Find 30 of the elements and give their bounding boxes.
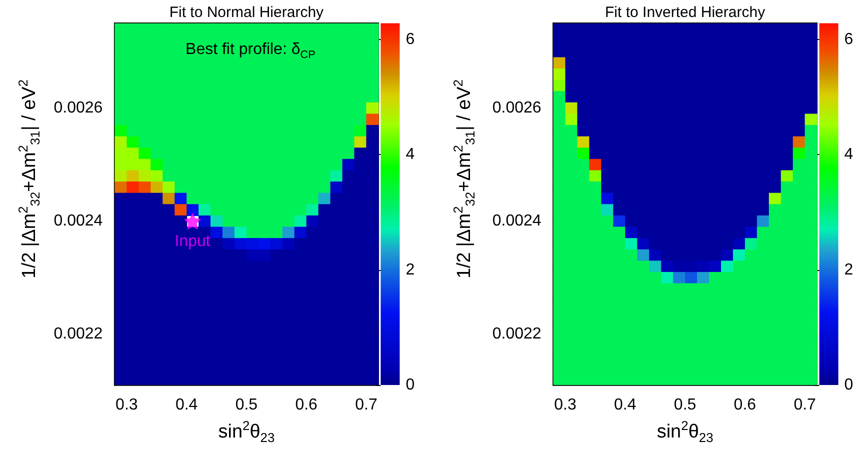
color-bar-label: 6 (844, 30, 854, 48)
color-bar-label: 2 (844, 261, 854, 278)
x-tick-label: 0.7 (355, 396, 378, 414)
x-tick-label: 0.4 (175, 396, 198, 414)
x-axis-title: sin$^{2}$θ$_{23}$ (218, 418, 275, 446)
color-bar-label: 0 (844, 376, 854, 394)
x-tick-label: 0.6 (295, 396, 318, 414)
x-tick-label: 0.5 (674, 396, 696, 414)
color-bar-label: 2 (406, 261, 415, 278)
chart-title: Fit to Inverted Hierarchy (605, 4, 766, 21)
y-tick-label: 0.0024 (492, 212, 542, 230)
chart-title: Fit to Normal Hierarchy (169, 4, 324, 21)
x-tick-label: 0.4 (614, 396, 636, 414)
series-label: Input (174, 233, 211, 250)
annotation: Best fit profile: δ$_{CP}$ (186, 41, 316, 62)
x-tick-label: 0.3 (116, 396, 138, 414)
x-tick-label: 0.7 (794, 396, 816, 414)
y-tick-label: 0.0026 (54, 100, 103, 117)
x-tick-label: 0.5 (235, 396, 258, 414)
y-tick-label: 0.0024 (54, 212, 103, 230)
y-tick-label: 0.0022 (54, 326, 103, 343)
color-bar-label: 0 (406, 376, 415, 394)
y-tick-label: 0.0026 (492, 100, 542, 117)
x-axis-title: sin$^{2}$θ$_{23}$ (656, 418, 714, 446)
color-bar-label: 6 (406, 30, 415, 48)
x-tick-label: 0.6 (734, 396, 756, 414)
y-tick-label: 0.0022 (492, 326, 542, 343)
color-bar-label: 4 (844, 146, 854, 164)
color-bar-label: 4 (406, 146, 415, 164)
x-tick-label: 0.3 (554, 396, 576, 414)
